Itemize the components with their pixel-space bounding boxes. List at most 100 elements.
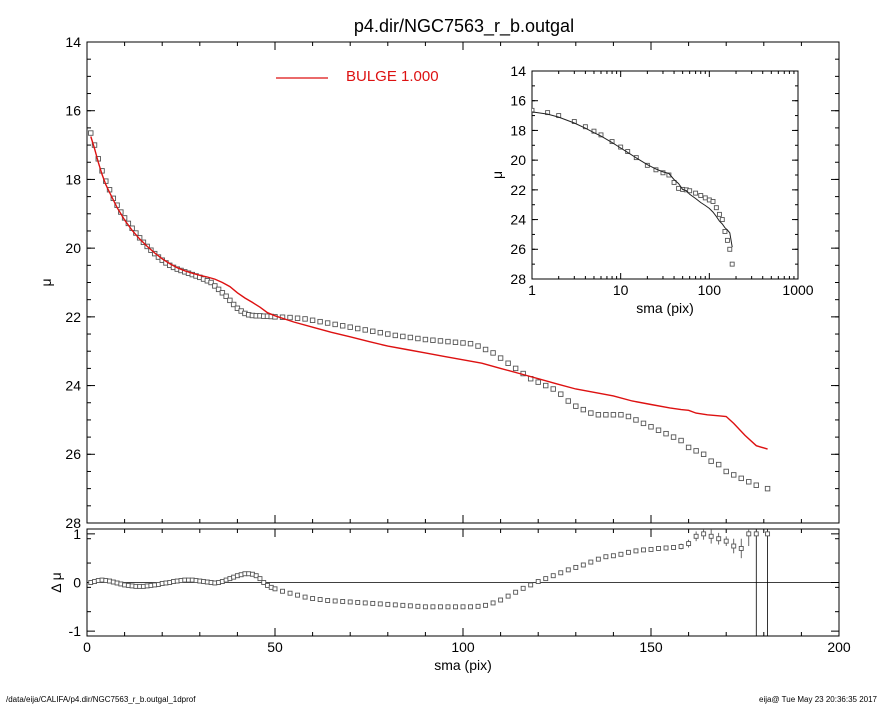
data-point: [550, 386, 556, 392]
data-point: [625, 549, 631, 555]
data-point: [550, 573, 556, 579]
data-point: [618, 551, 624, 557]
data-point: [520, 585, 526, 591]
data-point: [746, 479, 752, 485]
data-point: [633, 548, 639, 554]
data-point: [212, 283, 218, 289]
data-point: [445, 338, 451, 345]
y-tick-label: 20: [65, 240, 81, 256]
data-point: [415, 335, 421, 342]
data-point: [498, 597, 504, 603]
data-point: [727, 246, 733, 252]
data-point: [708, 533, 714, 539]
y-tick-label: 16: [510, 93, 526, 109]
data-point: [347, 324, 353, 330]
x-tick-label: 100: [698, 282, 722, 298]
data-point: [713, 205, 719, 211]
data-point: [483, 602, 489, 608]
data-point: [641, 547, 646, 553]
data-point: [230, 301, 237, 308]
data-point: [701, 531, 707, 537]
data-point: [693, 190, 699, 196]
residual-ylabel: Δ μ: [48, 572, 64, 593]
data-point: [565, 567, 571, 573]
data-point: [708, 458, 714, 464]
model-line: [532, 111, 733, 248]
data-point: [445, 604, 451, 610]
data-point: [407, 603, 413, 609]
data-point: [603, 412, 609, 418]
model-line: [90, 136, 768, 450]
y-tick-label: 18: [65, 171, 81, 187]
data-point: [573, 403, 579, 409]
x-tick-label: 100: [451, 639, 475, 655]
data-point: [355, 599, 361, 605]
data-point: [223, 293, 229, 299]
data-point: [482, 346, 489, 353]
y-tick-label: 18: [510, 122, 526, 138]
data-point: [670, 434, 677, 440]
y-tick-label: 0: [73, 574, 81, 590]
data-point: [610, 553, 616, 559]
data-point: [208, 279, 214, 286]
data-point: [227, 297, 233, 304]
data-point: [702, 195, 708, 201]
data-point: [731, 472, 737, 478]
data-point: [377, 329, 383, 336]
data-point: [385, 331, 391, 337]
data-point: [610, 412, 617, 418]
footer-timestamp: eija@ Tue May 23 20:36:35 2017: [759, 695, 877, 704]
data-point: [738, 546, 744, 551]
data-point: [407, 334, 414, 341]
footer-filepath: /data/eija/CALIFA/p4.dir/NGC7563_r_b.out…: [6, 695, 196, 704]
data-point: [215, 286, 222, 293]
data-point: [400, 602, 406, 608]
data-point: [310, 596, 316, 601]
data-point: [671, 179, 677, 185]
data-point: [302, 594, 308, 600]
data-point: [513, 589, 519, 595]
data-point: [698, 193, 704, 198]
data-point: [640, 420, 647, 427]
data-point: [738, 475, 744, 482]
data-point: [595, 556, 601, 562]
data-point: [261, 580, 267, 585]
data-point: [280, 588, 285, 594]
data-point: [723, 468, 729, 475]
data-point: [302, 316, 308, 322]
data-point: [558, 570, 564, 576]
y-tick-label: 28: [65, 515, 81, 531]
y-tick-label: 14: [510, 63, 526, 79]
data-point: [219, 290, 226, 296]
data-point: [512, 365, 519, 372]
data-point: [362, 327, 368, 333]
data-point: [505, 593, 511, 599]
data-point: [490, 600, 496, 606]
inset-ylabel: μ: [489, 171, 505, 179]
data-point: [693, 533, 699, 539]
data-point: [332, 598, 338, 604]
data-point: [618, 412, 624, 418]
data-point: [716, 211, 722, 217]
data-point: [676, 185, 682, 191]
data-point: [565, 398, 571, 404]
x-tick-label: 150: [639, 639, 663, 655]
data-point: [535, 579, 541, 584]
data-point: [532, 107, 535, 113]
data-point: [535, 379, 541, 385]
data-point: [648, 546, 654, 552]
y-tick-label: 22: [510, 182, 526, 198]
data-point: [468, 604, 473, 610]
data-point: [324, 320, 331, 326]
data-point: [671, 545, 677, 550]
data-point: [700, 451, 707, 457]
data-point: [287, 314, 293, 321]
data-point: [355, 325, 361, 332]
x-tick-label: 200: [827, 639, 851, 655]
data-point: [716, 536, 722, 542]
data-point: [528, 582, 534, 588]
data-point: [370, 600, 376, 606]
figure-title: p4.dir/NGC7563_r_b.outgal: [354, 16, 574, 37]
